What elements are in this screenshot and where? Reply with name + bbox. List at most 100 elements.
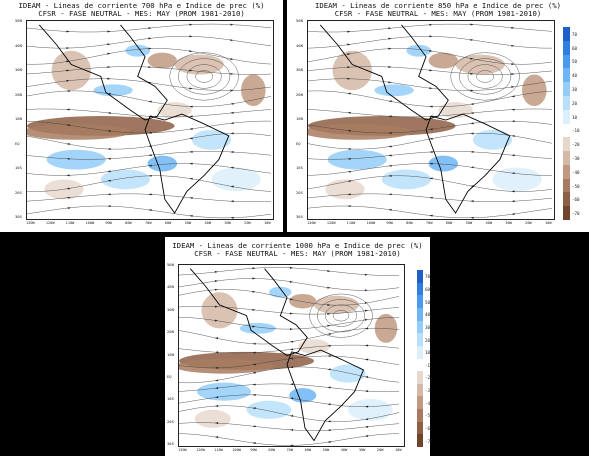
streamline-arrow xyxy=(66,207,70,209)
streamline xyxy=(179,278,400,291)
streamline-arrow xyxy=(107,43,111,46)
panel-title: IDEAM - Lineas de corriente 850 hPa e In… xyxy=(287,1,589,19)
streamline-arrow xyxy=(189,105,193,108)
streamline-arrow xyxy=(252,325,256,328)
streamline-arrow xyxy=(189,150,193,153)
longitude-label: 50W xyxy=(322,448,330,452)
colorbar-segment xyxy=(563,164,570,180)
longitude-label: 120W xyxy=(326,221,336,225)
streamline-arrow xyxy=(189,137,193,140)
streamline-arrow xyxy=(214,288,219,291)
precip-index-shading xyxy=(329,364,366,383)
colorbar-segment xyxy=(563,82,570,97)
anticyclone-streamline xyxy=(186,64,222,89)
colorbar-label: 70 xyxy=(572,31,578,37)
colorbar-segment xyxy=(563,40,570,56)
streamline-arrow xyxy=(214,319,219,322)
colorbar-segment xyxy=(563,95,570,111)
streamline-arrow xyxy=(364,390,369,393)
streamline-arrow xyxy=(189,69,193,72)
streamline-arrow xyxy=(429,23,433,26)
longitude-label: 40W xyxy=(340,448,348,452)
longitude-label: 20W xyxy=(244,221,251,225)
anticyclone-streamline xyxy=(459,58,512,95)
longitude-label: 40W xyxy=(204,221,212,225)
title-line-1: IDEAM - Lineas de corriente 850 hPa e In… xyxy=(314,1,561,10)
streamline-arrow xyxy=(230,111,234,114)
colorbar-label: 10 xyxy=(572,114,578,120)
precip-index-shading xyxy=(246,400,292,419)
streamline-arrow xyxy=(327,344,331,347)
streamline-arrow xyxy=(364,289,369,292)
map-canvas xyxy=(308,23,553,219)
streamline-arrow xyxy=(66,89,70,92)
title-line-2: CFSR - FASE NEUTRAL - MES: MAY (PROM 198… xyxy=(334,9,542,19)
longitude-label: 100W xyxy=(232,448,241,452)
streamline-arrow xyxy=(148,131,152,134)
colorbar-label: -20 xyxy=(425,375,430,381)
colorbar-label: 30 xyxy=(425,324,430,330)
longitude-label: 90W xyxy=(250,448,257,452)
precip-index-shading xyxy=(381,169,431,190)
streamline-arrow xyxy=(289,414,294,417)
longitude-label: 110W xyxy=(214,448,223,452)
streamline-arrow xyxy=(252,308,256,311)
streamline-arrow xyxy=(148,47,152,50)
longitude-label: 90W xyxy=(105,221,112,225)
coastline xyxy=(319,24,449,121)
streamline-arrow xyxy=(429,87,433,90)
anticyclone-streamline xyxy=(317,299,365,333)
precip-index-shading xyxy=(125,44,150,57)
streamline-arrow xyxy=(230,166,234,169)
colorbar-label: 10 xyxy=(425,350,430,356)
streamline-arrow xyxy=(364,376,369,378)
colorbar-segment xyxy=(417,396,423,410)
colorbar-segment xyxy=(417,282,423,296)
streamline-arrow xyxy=(327,270,331,273)
streamline-arrow xyxy=(252,290,256,293)
streamline-arrow xyxy=(347,30,351,33)
streamline-arrow xyxy=(470,38,474,41)
precip-index-shading xyxy=(455,54,505,75)
colorbar-segment xyxy=(417,371,423,385)
colorbar-segment xyxy=(563,178,570,193)
precip-index-shading xyxy=(428,52,459,69)
colorbar-segment xyxy=(417,270,423,284)
streamline-arrow xyxy=(470,103,474,106)
streamline xyxy=(27,205,272,219)
longitude-label: 30W xyxy=(505,221,512,225)
streamline-arrow xyxy=(214,270,219,273)
streamline-arrow xyxy=(511,190,515,193)
anticyclone-streamline xyxy=(476,70,494,83)
colorbar-segment xyxy=(563,151,570,166)
streamline-arrow xyxy=(388,81,392,84)
latitude-label: 20N xyxy=(15,91,22,97)
latitude-label: 30S xyxy=(15,214,22,219)
longitude-label: 130W xyxy=(178,448,187,452)
streamline-arrow xyxy=(107,148,111,151)
streamline-arrow xyxy=(470,166,474,169)
streamline-arrow xyxy=(252,371,256,374)
precip-index-shading xyxy=(298,339,330,354)
streamline-arrow xyxy=(289,383,294,386)
precip-index-shading xyxy=(522,74,547,107)
streamline xyxy=(308,90,553,107)
colorbar-segment xyxy=(563,27,570,42)
streamline-arrow xyxy=(289,328,294,331)
streamline-arrow xyxy=(230,58,234,61)
streamline-arrow xyxy=(148,174,152,177)
colorbar-label: -50 xyxy=(425,413,430,419)
colorbar-segment xyxy=(417,295,423,309)
streamline-arrow xyxy=(214,422,219,425)
colorbar-label: 50 xyxy=(425,299,430,305)
streamline-arrow xyxy=(252,342,256,345)
streamline-arrow xyxy=(148,154,152,157)
streamline-arrow xyxy=(388,27,392,30)
streamline xyxy=(308,205,553,219)
streamline-arrow xyxy=(189,214,193,217)
streamline-arrow xyxy=(470,200,474,203)
streamline-arrow xyxy=(429,105,433,108)
streamline-arrow xyxy=(470,122,474,125)
precip-index-shading xyxy=(438,102,473,119)
streamline-arrow xyxy=(189,23,193,26)
